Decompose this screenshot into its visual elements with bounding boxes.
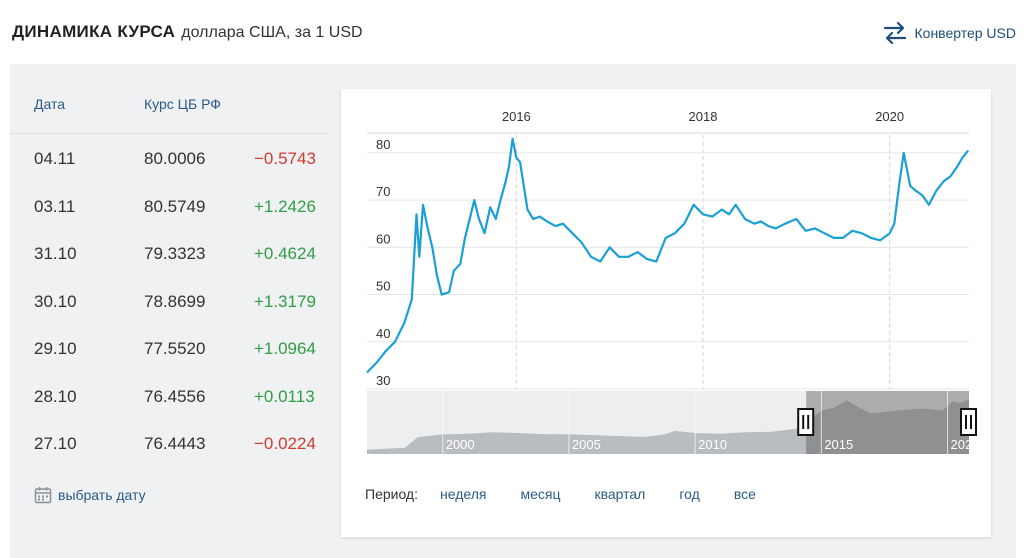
row-date: 03.11 (34, 196, 76, 216)
x-tick-label: 2016 (502, 109, 531, 124)
calendar-icon (34, 487, 52, 504)
navigator-handle-right[interactable] (960, 408, 977, 436)
y-tick-label: 80 (376, 137, 390, 152)
period-label: Период: (365, 486, 418, 502)
row-change: +0.4624 (254, 244, 316, 263)
period-selector: Период: неделя месяц квартал год все (365, 486, 790, 502)
page-title: ДИНАМИКА КУРСА (12, 22, 176, 41)
period-year[interactable]: год (679, 486, 700, 502)
row-change: +1.2426 (254, 196, 316, 216)
row-change: +0.0113 (254, 386, 315, 406)
column-header-date[interactable]: Дата (34, 96, 66, 112)
table-row: 31.10 79.3323 +0.4624 (10, 231, 340, 279)
navigator-year-label: 2005 (572, 437, 601, 452)
row-date: 28.10 (34, 386, 77, 406)
navigator-area (367, 399, 969, 454)
row-change: +1.0964 (254, 339, 316, 358)
row-date: 31.10 (34, 244, 77, 263)
x-tick-label: 2018 (689, 109, 718, 124)
y-tick-label: 60 (376, 231, 390, 246)
column-header-rate[interactable]: Курс ЦБ РФ (144, 96, 221, 112)
rate-panel: Дата Курс ЦБ РФ 04.11 80.0006 −0.5743 03… (10, 64, 1016, 558)
row-date: 04.11 (34, 149, 76, 168)
table-row: 27.10 76.4443 −0.0224 (10, 421, 340, 469)
page-header: ДИНАМИКА КУРСА доллара США, за 1 USD (12, 22, 363, 48)
row-rate: 79.3323 (144, 244, 206, 263)
row-rate: 76.4556 (144, 386, 206, 406)
converter-link[interactable]: Конвертер USD (881, 20, 1017, 46)
pick-date-label: выбрать дату (58, 487, 146, 503)
y-tick-label: 40 (376, 326, 390, 341)
period-quarter[interactable]: квартал (594, 486, 646, 502)
row-date: 27.10 (34, 434, 77, 453)
table-row: 30.10 78.8699 +1.3179 (10, 279, 340, 327)
rate-rows: 04.11 80.0006 −0.5743 03.11 80.5749 +1.2… (10, 136, 340, 469)
page-subtitle: доллара США, за 1 USD (181, 24, 363, 41)
row-rate: 76.4443 (144, 434, 206, 453)
y-tick-label: 50 (376, 279, 390, 294)
chart-card: 30 40 50 60 70 80 2016 2018 2020 2000 2005 2010 2015… (341, 89, 991, 537)
navigator-handle-left[interactable] (797, 408, 815, 436)
table-row: 04.11 80.0006 −0.5743 (10, 136, 340, 184)
row-rate: 78.8699 (144, 291, 206, 311)
row-date: 29.10 (34, 339, 77, 358)
row-rate: 80.0006 (144, 149, 206, 168)
series-line (366, 137, 969, 374)
row-change: −0.0224 (254, 434, 316, 453)
navigator-selection (806, 391, 969, 454)
period-week[interactable]: неделя (440, 486, 487, 502)
y-tick-label: 30 (376, 373, 390, 388)
navigator-year-label: 2000 (446, 437, 475, 452)
y-tick-label: 70 (376, 184, 390, 199)
row-change: +1.3179 (254, 291, 316, 311)
x-tick-label: 2020 (875, 109, 904, 124)
row-change: −0.5743 (254, 149, 316, 168)
table-header: Дата Курс ЦБ РФ (10, 94, 330, 134)
swap-arrows-icon (883, 21, 906, 45)
rate-chart[interactable]: 30 40 50 60 70 80 2016 2018 2020 2000 2005 2010 2015… (341, 89, 991, 469)
row-rate: 80.5749 (144, 196, 206, 216)
period-month[interactable]: месяц (520, 486, 561, 502)
navigator-year-label: 202 (951, 437, 973, 452)
table-row: 28.10 76.4556 +0.0113 (10, 374, 340, 422)
pick-date-link[interactable]: выбрать дату (34, 486, 146, 504)
row-date: 30.10 (34, 291, 77, 311)
row-rate: 77.5520 (144, 339, 206, 358)
period-all[interactable]: все (733, 486, 756, 502)
table-row: 03.11 80.5749 +1.2426 (10, 184, 340, 232)
navigator-year-label: 2015 (824, 437, 853, 452)
navigator-year-label: 2010 (698, 437, 727, 452)
converter-label: Конвертер USD (914, 25, 1017, 41)
table-row: 29.10 77.5520 +1.0964 (10, 326, 340, 374)
